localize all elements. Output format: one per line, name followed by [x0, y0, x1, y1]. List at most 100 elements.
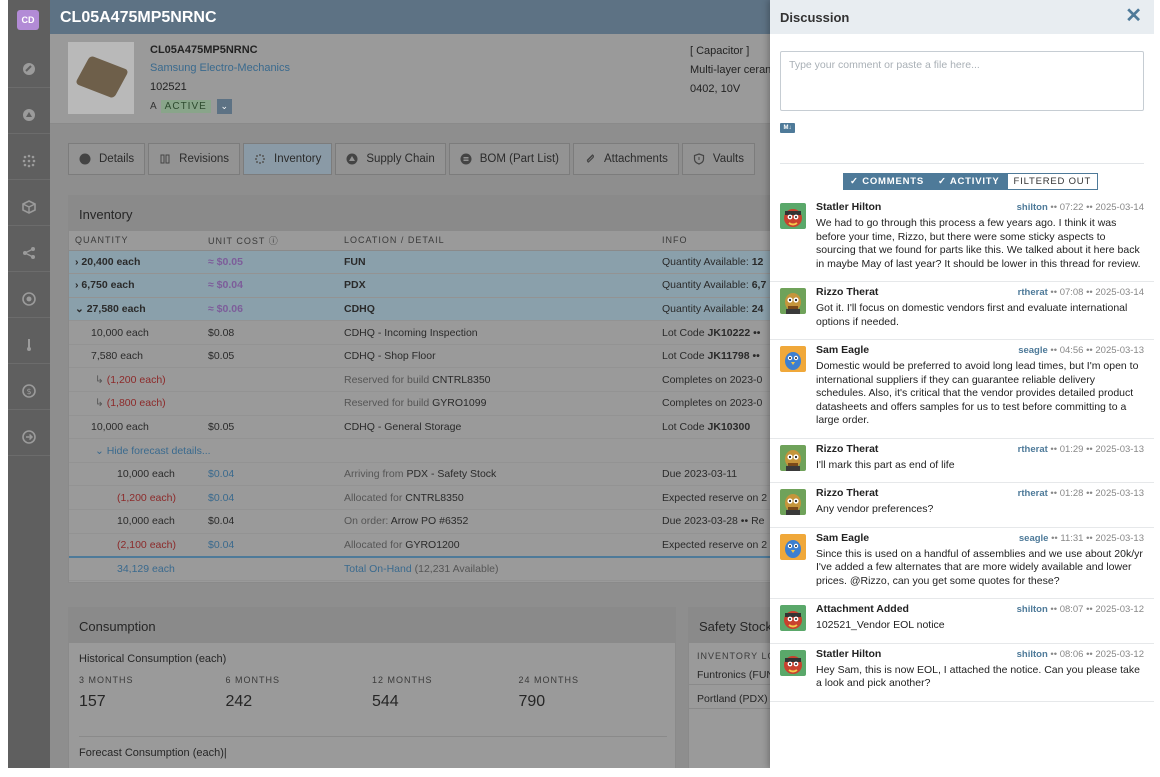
safety-stock-row[interactable]: Funtronics (FUN: [689, 661, 827, 685]
tab-bom[interactable]: BOM (Part List): [448, 143, 570, 175]
inventory-header-row: QUANTITY UNIT COST ⓘ LOCATION / DETAIL I…: [69, 231, 827, 251]
tab-bar: Details Revisions Inventory Supply Chain…: [68, 143, 758, 175]
hide-forecast-link[interactable]: Hide forecast details...: [106, 444, 211, 457]
tab-inventory[interactable]: Inventory: [243, 143, 333, 175]
status-dropdown-button[interactable]: ⌄: [216, 99, 232, 114]
part-description: Multi-layer ceran: [690, 64, 772, 76]
forecast-toggle-row[interactable]: ⌄ Hide forecast details...: [69, 438, 827, 463]
filter-activity-toggle[interactable]: ✓ ACTIVITY: [931, 173, 1007, 190]
filtered-out-toggle[interactable]: FILTERED OUT: [1006, 173, 1099, 190]
total-label: Total On-Hand: [344, 562, 412, 575]
tab-vaults[interactable]: Vaults: [681, 143, 755, 175]
collapse-icon[interactable]: ⌄: [75, 302, 87, 315]
message-user[interactable]: rtherat: [1017, 488, 1048, 499]
message-item: Rizzo Therat rtherat •• 01:29 •• 2025-03-…: [770, 439, 1154, 483]
message-user[interactable]: rtherat: [1017, 287, 1048, 298]
message-time: •• 01:28 •• 2025-03-13: [1050, 488, 1144, 499]
bom-icon: [460, 153, 472, 165]
expand-icon[interactable]: ›: [75, 255, 82, 268]
message-item: Rizzo Therat rtherat •• 07:08 •• 2025-03-…: [770, 282, 1154, 340]
inventory-icon: [255, 154, 266, 164]
tab-supply-chain[interactable]: Supply Chain: [335, 143, 446, 175]
status-badge: ACTIVE: [160, 100, 211, 114]
message-author: Rizzo Therat: [816, 442, 879, 455]
left-rail: CD $: [8, 0, 50, 768]
message-list: Statler Hilton shilton •• 07:22 •• 2025-0…: [770, 197, 1154, 702]
revision-status: A ACTIVE ⌄: [150, 99, 232, 114]
nav-build-icon[interactable]: [8, 280, 50, 318]
table-row[interactable]: 10,000 each $0.04 Arriving from PDX - Sa…: [69, 462, 827, 487]
nav-logout-icon[interactable]: [8, 418, 50, 456]
details-icon: [79, 153, 91, 165]
paperclip-icon: [586, 154, 594, 163]
app-frame: CD $ CL05A475MP5NRNC CL05A475MP5NRNC Sam…: [8, 0, 1154, 768]
nav-parts-icon[interactable]: [8, 96, 50, 134]
message-user[interactable]: rtherat: [1017, 443, 1048, 455]
part-name: CL05A475MP5NRNC: [150, 44, 258, 56]
table-row[interactable]: › 6,750 each ≈ $0.04 PDX Quantity Availa…: [69, 273, 827, 298]
table-row[interactable]: 10,000 each $0.05 CDHQ - General Storage…: [69, 415, 827, 440]
close-icon[interactable]: ✕: [1125, 5, 1142, 27]
avatar: [780, 346, 806, 372]
message-item: Sam Eagle seagle •• 04:56 •• 2025-03-13 D…: [770, 340, 1154, 439]
discussion-header: Discussion ✕: [770, 0, 1154, 34]
tab-details[interactable]: Details: [68, 143, 146, 175]
nav-cost-icon[interactable]: $: [8, 372, 50, 410]
message-user[interactable]: shilton: [1016, 604, 1048, 615]
message-item: Statler Hilton shilton •• 08:06 •• 2025-0…: [770, 644, 1154, 702]
revisions-icon: [160, 154, 170, 164]
tab-attachments[interactable]: Attachments: [572, 143, 679, 175]
message-item: Attachment Added shilton •• 08:07 •• 2025…: [770, 599, 1154, 644]
markdown-icon[interactable]: M↓: [780, 123, 795, 133]
period-12-months: 12 MONTHS 544: [372, 675, 433, 710]
expand-icon[interactable]: ›: [75, 279, 82, 292]
message-item: Sam Eagle seagle •• 11:31 •• 2025-03-13 S…: [770, 528, 1154, 599]
manufacturer-link[interactable]: Samsung Electro-Mechanics: [150, 62, 291, 74]
message-user[interactable]: shilton: [1016, 202, 1048, 213]
part-package: 0402, 10V: [690, 83, 741, 95]
part-category: [ Capacitor ]: [690, 45, 750, 57]
message-time: •• 08:06 •• 2025-03-12: [1050, 648, 1144, 660]
info-icon[interactable]: ⓘ: [268, 235, 279, 246]
message-time: •• 11:31 •• 2025-03-13: [1051, 532, 1144, 544]
nav-share-icon[interactable]: [8, 234, 50, 272]
message-time: •• 07:08 •• 2025-03-14: [1050, 287, 1144, 298]
message-user[interactable]: seagle: [1018, 345, 1048, 356]
period-3-months: 3 MONTHS 157: [79, 675, 134, 710]
sub-row-icon: ↳: [95, 373, 107, 386]
shield-icon: [693, 153, 704, 165]
filter-comments-toggle[interactable]: ✓ COMMENTS: [843, 173, 932, 190]
table-row[interactable]: 7,580 each $0.05 CDHQ - Shop Floor Lot C…: [69, 344, 827, 369]
table-row[interactable]: 10,000 each $0.04 On order: Arrow PO #63…: [69, 509, 827, 534]
tab-revisions[interactable]: Revisions: [148, 143, 241, 175]
table-row[interactable]: (2,100 each) $0.04 Allocated for GYRO120…: [69, 533, 827, 558]
message-item: Statler Hilton shilton •• 07:22 •• 2025-0…: [770, 197, 1154, 282]
table-row[interactable]: › 20,400 each ≈ $0.05 FUN Quantity Avail…: [69, 250, 827, 275]
revision-label: A: [150, 101, 157, 113]
nav-cube-icon[interactable]: [8, 188, 50, 226]
message-user[interactable]: shilton: [1016, 648, 1048, 660]
avatar: [780, 489, 806, 515]
table-row[interactable]: (1,200 each) $0.04 Allocated for CNTRL83…: [69, 485, 827, 511]
table-row[interactable]: ⌄ 27,580 each ≈ $0.06 CDHQ Quantity Avai…: [69, 297, 827, 322]
message-user[interactable]: seagle: [1018, 532, 1049, 544]
table-row[interactable]: ↳ (1,800 each) Reserved for build GYRO10…: [69, 391, 827, 416]
historical-consumption-label: Historical Consumption (each): [79, 653, 227, 665]
message-time: •• 07:22 •• 2025-03-14: [1050, 202, 1144, 213]
message-author: Rizzo Therat: [816, 487, 879, 499]
nav-tool-icon[interactable]: [8, 326, 50, 364]
avatar: [780, 605, 806, 631]
inventory-title: Inventory: [69, 196, 827, 231]
comment-input[interactable]: Type your comment or paste a file here..…: [780, 51, 1144, 111]
nav-dashboard-icon[interactable]: [8, 50, 50, 88]
table-row[interactable]: ↳ (1,200 each) Reserved for build CNTRL8…: [69, 367, 827, 393]
nav-inventory-icon[interactable]: [8, 142, 50, 180]
message-body: Since this is used on a handful of assem…: [816, 547, 1143, 587]
table-row[interactable]: 10,000 each $0.08 CDHQ - Incoming Inspec…: [69, 320, 827, 345]
workspace-badge[interactable]: CD: [17, 10, 39, 30]
attachment-link[interactable]: 102521_Vendor EOL notice: [816, 619, 945, 631]
safety-stock-row[interactable]: Portland (PDX): [689, 685, 827, 709]
message-author: Sam Eagle: [816, 344, 870, 356]
part-category-block: [ Capacitor ] Multi-layer ceran 0402, 10…: [690, 42, 771, 99]
message-body: Hey Sam, this is now EOL, I attached the…: [816, 663, 1140, 690]
